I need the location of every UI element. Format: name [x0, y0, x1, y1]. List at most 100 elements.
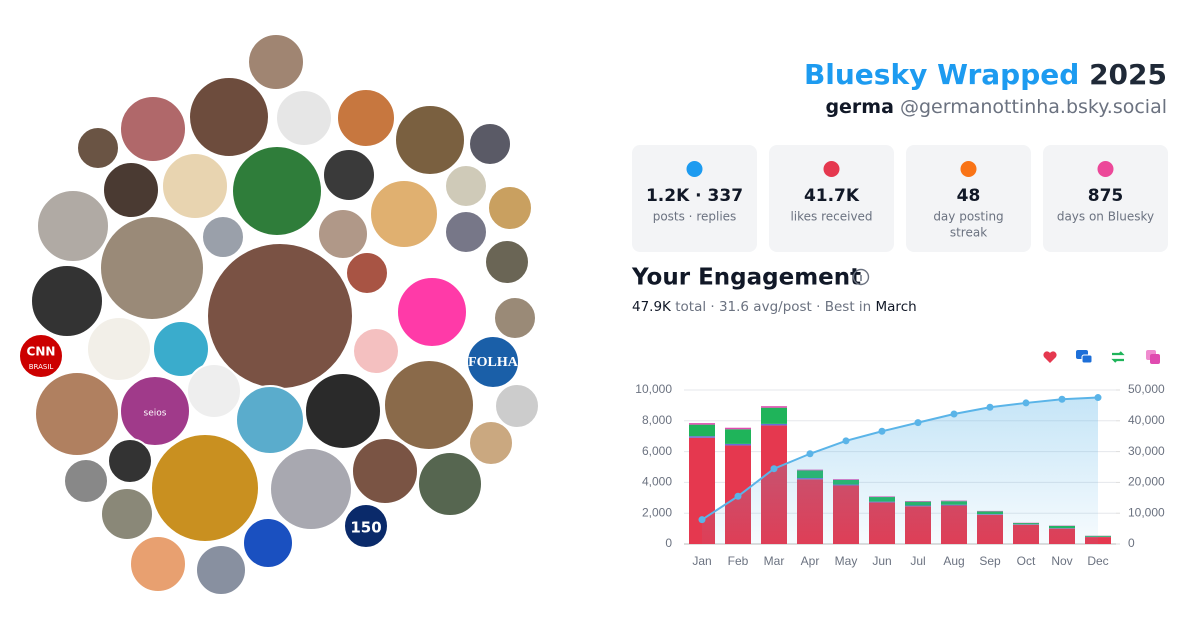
avatar[interactable]	[36, 189, 110, 263]
x-tick-label: Sep	[979, 554, 1001, 568]
avatar[interactable]	[231, 145, 323, 237]
cumulative-point	[770, 465, 778, 473]
avatar[interactable]	[468, 420, 514, 466]
avatar[interactable]	[383, 359, 475, 451]
y-tick-label: 2,000	[642, 505, 672, 519]
cumulative-point	[698, 516, 706, 524]
y2-tick-label: 50,000	[1128, 382, 1165, 396]
avatar[interactable]	[468, 122, 512, 166]
avatar[interactable]	[343, 503, 389, 549]
avatar[interactable]	[352, 327, 400, 375]
brand: Bluesky Wrapped	[804, 58, 1079, 91]
legend-quotes-2	[1150, 354, 1160, 364]
year: 2025	[1089, 58, 1167, 91]
avatar[interactable]	[487, 185, 533, 231]
avatar[interactable]	[102, 161, 160, 219]
x-tick-label: Mar	[764, 554, 785, 568]
stat-value: 1.2K · 337	[646, 186, 743, 206]
total: 47.9K	[632, 299, 672, 315]
avatar[interactable]	[99, 215, 205, 321]
avatar[interactable]	[394, 104, 466, 176]
avatar[interactable]	[269, 447, 353, 531]
avatar[interactable]	[152, 320, 210, 378]
stat-label: days on Bluesky	[1057, 210, 1154, 224]
avatar[interactable]	[369, 179, 439, 249]
avatar[interactable]	[107, 438, 153, 484]
avatar[interactable]	[493, 296, 537, 340]
stat-cards: 1.2K · 337 posts · replies 41.7K likes rece…	[632, 145, 1168, 252]
avatar[interactable]	[63, 458, 109, 504]
x-tick-label: Jun	[872, 554, 891, 568]
avatar-text: CNN	[27, 345, 56, 359]
avatar[interactable]	[235, 385, 305, 455]
y2-tick-label: 40,000	[1128, 413, 1165, 427]
avatar[interactable]	[201, 215, 245, 259]
legend-likes[interactable]	[1043, 351, 1057, 363]
bar-segment	[761, 407, 787, 424]
avatar[interactable]	[444, 210, 488, 254]
avatar[interactable]	[119, 95, 187, 163]
avatar[interactable]	[129, 535, 187, 593]
avatar[interactable]	[484, 239, 530, 285]
avatar[interactable]	[275, 89, 333, 147]
avatar[interactable]	[195, 544, 247, 596]
y2-tick-label: 0	[1128, 536, 1135, 550]
x-tick-label: Aug	[943, 554, 964, 568]
avatar[interactable]	[119, 375, 191, 447]
engagement-chart: 0 2,000 4,000 6,000 8,000 10,000 0 10,000 20,000…	[635, 382, 1165, 568]
avatar[interactable]	[466, 335, 520, 389]
stat-card	[769, 145, 894, 252]
legend-reposts[interactable]	[1111, 351, 1125, 363]
avatar[interactable]	[150, 433, 260, 543]
avatar[interactable]	[304, 372, 382, 450]
avatar[interactable]	[206, 242, 354, 390]
avatar[interactable]	[293, 531, 347, 585]
avatar[interactable]	[186, 363, 242, 419]
y2-tick-label: 20,000	[1128, 475, 1165, 489]
cumulative-point	[1094, 394, 1102, 402]
avatar[interactable]	[247, 33, 305, 91]
avatar[interactable]	[417, 451, 483, 517]
x-tick-label: Nov	[1051, 554, 1072, 568]
avatar[interactable]	[161, 152, 229, 220]
avatar[interactable]	[188, 76, 270, 158]
avatar[interactable]	[345, 251, 389, 295]
avatar[interactable]	[322, 148, 376, 202]
bar-segment	[761, 406, 787, 408]
x-tick-label: Oct	[1017, 554, 1036, 568]
info-icon[interactable]	[852, 268, 870, 286]
avatar[interactable]	[317, 208, 369, 260]
stat-label: streak	[950, 226, 987, 240]
avatar[interactable]	[336, 88, 396, 148]
avatar[interactable]	[34, 371, 120, 457]
cumulative-point	[1058, 395, 1066, 403]
avatar[interactable]	[86, 316, 152, 382]
x-tick-label: Jan	[692, 554, 711, 568]
cumulative-point	[878, 427, 886, 435]
y2-tick-label: 30,000	[1128, 444, 1165, 458]
bar-segment	[689, 436, 715, 438]
summary: total · 31.6 avg/post · Best in	[675, 299, 871, 315]
avatar[interactable]	[30, 264, 104, 338]
y2-tick-label: 10,000	[1128, 505, 1165, 519]
avatar[interactable]	[351, 437, 419, 505]
x-tick-label: Feb	[728, 554, 749, 568]
x-tick-label: May	[835, 554, 858, 568]
avatar[interactable]	[444, 164, 488, 208]
cumulative-point	[806, 450, 814, 458]
stat-value: 875	[1088, 186, 1124, 206]
avatar[interactable]	[100, 487, 154, 541]
handle: @germanottinha.bsky.social	[900, 96, 1167, 118]
avatar[interactable]	[18, 333, 64, 379]
avatar-text: FOLHA	[468, 355, 519, 370]
avatar-text: BRASIL	[29, 363, 54, 371]
avatar[interactable]	[494, 383, 540, 429]
avatar[interactable]	[396, 276, 468, 348]
stat-label: day posting	[933, 210, 1003, 224]
avatar[interactable]	[242, 517, 294, 569]
cumulative-area	[702, 397, 1098, 544]
avatar[interactable]	[76, 126, 120, 170]
x-tick-label: Jul	[910, 554, 925, 568]
